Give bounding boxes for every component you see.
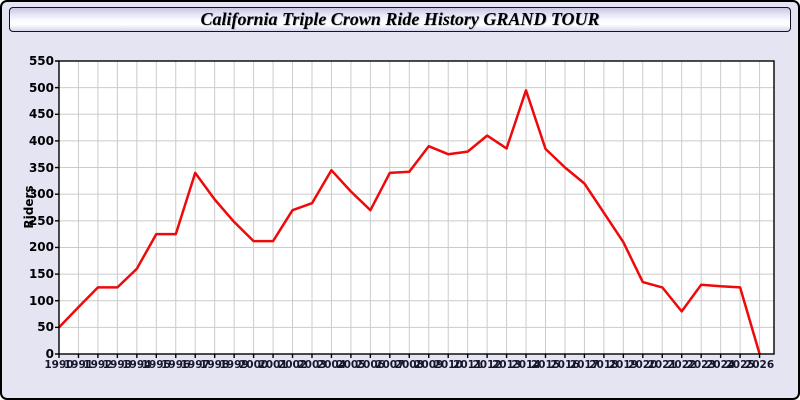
plot-frame [58, 60, 775, 355]
x-tick-label: 2011 [453, 359, 483, 371]
x-tick-label: 2001 [258, 359, 288, 371]
y-tick-label: 400 [28, 133, 54, 148]
x-tick-label: 1991 [63, 359, 94, 371]
x-tick-label: 2007 [375, 359, 405, 371]
y-tick-label: 250 [28, 213, 54, 228]
x-tick-label: 2025 [725, 359, 755, 371]
x-tick-label: 1996 [161, 359, 191, 371]
x-tick-label: 2018 [589, 359, 619, 371]
x-tick-label: 2014 [511, 359, 541, 371]
x-tick-label: 2008 [394, 359, 424, 371]
x-tick-label: 2006 [355, 359, 385, 371]
y-axis-title: Riders [22, 185, 36, 229]
x-tick-label: 2002 [277, 359, 308, 371]
x-tick-label: 2010 [433, 359, 463, 371]
x-tick-label: 1999 [219, 359, 249, 371]
x-tick-label: 2005 [336, 359, 366, 371]
x-tick-label: 2003 [297, 359, 327, 371]
y-tick-label: 50 [37, 320, 54, 335]
x-tick-label: 2016 [550, 359, 580, 371]
y-tick-label: 450 [28, 107, 54, 122]
x-tick-label: 2000 [238, 359, 269, 371]
y-tick-label: 0 [45, 347, 54, 361]
y-tick-label: 300 [28, 187, 54, 202]
x-tick-label: 1990 [44, 359, 74, 371]
x-tick-label: 1995 [141, 359, 171, 371]
x-tick-label: 1997 [180, 359, 210, 371]
riders-line-series [58, 89, 761, 355]
plot-area [59, 61, 774, 354]
x-tick-label: 2021 [647, 359, 677, 371]
y-tick-label: 100 [28, 293, 54, 308]
x-tick-label: 1994 [122, 359, 152, 371]
x-tick-label: 2013 [491, 359, 522, 371]
x-tick-label: 2009 [414, 359, 444, 371]
y-tick-label: 350 [28, 160, 54, 175]
x-tick-label: 2020 [628, 359, 658, 371]
x-tick-label: 2012 [472, 359, 502, 371]
x-tick-label: 2019 [608, 359, 638, 371]
y-tick-label: 150 [28, 267, 54, 282]
chart-title-bar: California Triple Crown Ride History GRA… [9, 7, 791, 32]
x-tick-label: 2022 [667, 359, 697, 371]
chart-title: California Triple Crown Ride History GRA… [200, 9, 600, 29]
x-tick-label: 1992 [83, 359, 113, 371]
y-tick-label: 500 [28, 80, 54, 95]
x-tick-label: 1998 [200, 359, 230, 371]
x-tick-label: 2017 [569, 359, 600, 371]
x-tick-label: 2015 [530, 359, 561, 371]
y-tick-label: 200 [28, 240, 54, 255]
x-tick-label: 2023 [686, 359, 716, 371]
x-tick-label: 2024 [706, 359, 736, 371]
x-tick-label: 2004 [316, 359, 347, 371]
y-tick-label: 550 [28, 54, 54, 68]
x-tick-label: 1993 [102, 359, 132, 371]
x-tick-label: 2026 [744, 359, 775, 371]
